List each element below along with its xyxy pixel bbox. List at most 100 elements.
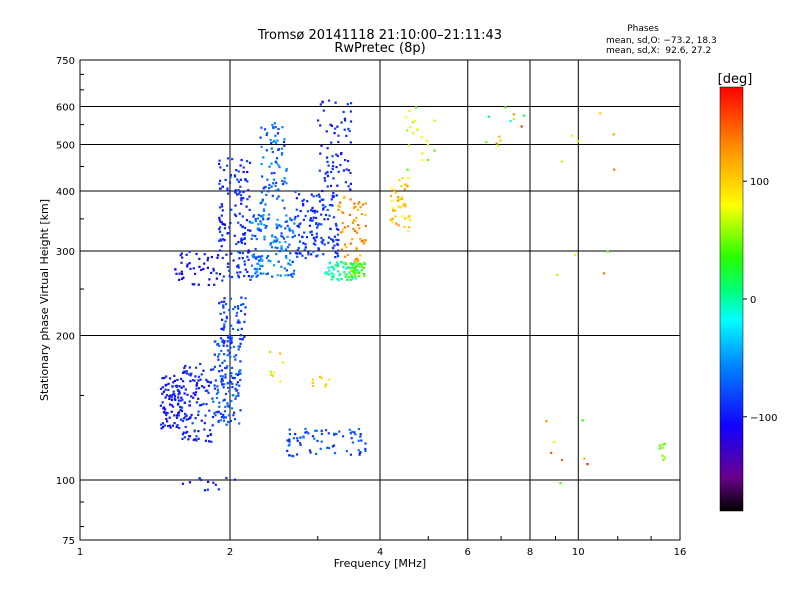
echo-point <box>233 174 236 177</box>
echo-point <box>222 304 225 307</box>
echo-point <box>353 229 357 233</box>
echo-point <box>205 378 208 381</box>
echo-point <box>315 235 318 238</box>
echo-point <box>338 430 341 433</box>
echo-point <box>188 435 191 438</box>
echo-point <box>177 402 180 405</box>
echo-point <box>184 412 187 415</box>
echo-point <box>403 188 406 191</box>
echo-point <box>341 228 345 231</box>
echo-point <box>270 142 273 145</box>
echo-point <box>281 249 285 252</box>
echo-point <box>298 240 302 243</box>
echo-point <box>268 187 271 190</box>
echo-point <box>293 222 296 225</box>
echo-point <box>240 202 243 205</box>
echo-point <box>351 441 354 444</box>
echo-point <box>273 264 276 267</box>
echo-point <box>559 482 562 485</box>
echo-point <box>237 266 240 269</box>
echo-point <box>173 395 177 398</box>
echo-point <box>362 239 365 242</box>
echo-point <box>356 271 359 274</box>
echo-point <box>280 245 283 248</box>
echo-point <box>292 437 295 440</box>
echo-point <box>217 358 220 361</box>
echo-point <box>213 353 216 356</box>
echo-point <box>228 380 231 383</box>
echo-point <box>348 213 351 216</box>
echo-point <box>231 386 234 389</box>
echo-point <box>337 134 340 137</box>
echo-point <box>276 132 280 135</box>
echo-point <box>326 185 329 188</box>
echo-point <box>304 431 307 434</box>
echo-point <box>166 420 169 423</box>
echo-point <box>390 200 394 203</box>
echo-point <box>312 195 315 198</box>
echo-point <box>267 190 270 193</box>
echo-point <box>189 416 192 419</box>
echo-point <box>324 172 327 175</box>
echo-point <box>195 439 198 442</box>
echo-point <box>355 271 358 274</box>
echo-point <box>326 174 330 177</box>
echo-point <box>165 383 168 386</box>
echo-point <box>356 264 359 267</box>
echo-point <box>550 451 553 454</box>
echo-point <box>305 236 309 239</box>
echo-point <box>212 368 215 371</box>
echo-point <box>250 264 254 267</box>
echo-point <box>257 228 261 231</box>
echo-point <box>219 166 222 169</box>
echo-point <box>420 136 423 139</box>
echo-point <box>356 269 359 272</box>
echo-point <box>238 337 242 341</box>
echo-point <box>274 134 277 137</box>
echo-point <box>194 391 198 394</box>
echo-point <box>233 377 236 380</box>
echo-point <box>223 239 226 242</box>
echo-point <box>573 253 577 257</box>
echo-point <box>212 481 215 484</box>
echo-point <box>178 390 181 393</box>
echo-point <box>172 381 175 384</box>
echo-point <box>328 262 331 265</box>
echo-point <box>364 447 367 451</box>
echo-point <box>262 208 265 211</box>
echo-point <box>227 386 230 389</box>
phase-stats-o: mean, sd,O: −73.2, 18.3 <box>606 36 717 46</box>
echo-point <box>217 488 220 491</box>
echo-point <box>324 205 327 208</box>
echo-point <box>276 197 279 200</box>
echo-point <box>199 362 202 366</box>
echo-point <box>247 275 250 278</box>
echo-point <box>394 209 397 212</box>
echo-point <box>319 152 322 155</box>
echo-point <box>321 242 324 245</box>
x-tick-label: 16 <box>674 547 687 558</box>
echo-point <box>219 419 222 422</box>
echo-point <box>226 340 229 343</box>
echo-point <box>236 305 240 308</box>
echo-point <box>364 213 367 216</box>
echo-point <box>359 435 362 438</box>
echo-point <box>397 224 400 227</box>
echo-point <box>320 432 323 436</box>
echo-point <box>208 429 212 432</box>
echo-point <box>199 378 202 381</box>
echo-point <box>349 171 352 175</box>
echo-point <box>285 256 288 259</box>
echo-point <box>204 389 207 392</box>
echo-point <box>238 384 241 387</box>
echo-point <box>219 220 222 223</box>
echo-point <box>251 221 254 224</box>
echo-point <box>186 263 189 266</box>
echo-point <box>289 218 292 221</box>
echo-point <box>320 223 323 226</box>
echo-point <box>220 349 223 353</box>
echo-point <box>259 202 262 205</box>
echo-point <box>226 262 230 265</box>
echo-point <box>222 399 225 402</box>
